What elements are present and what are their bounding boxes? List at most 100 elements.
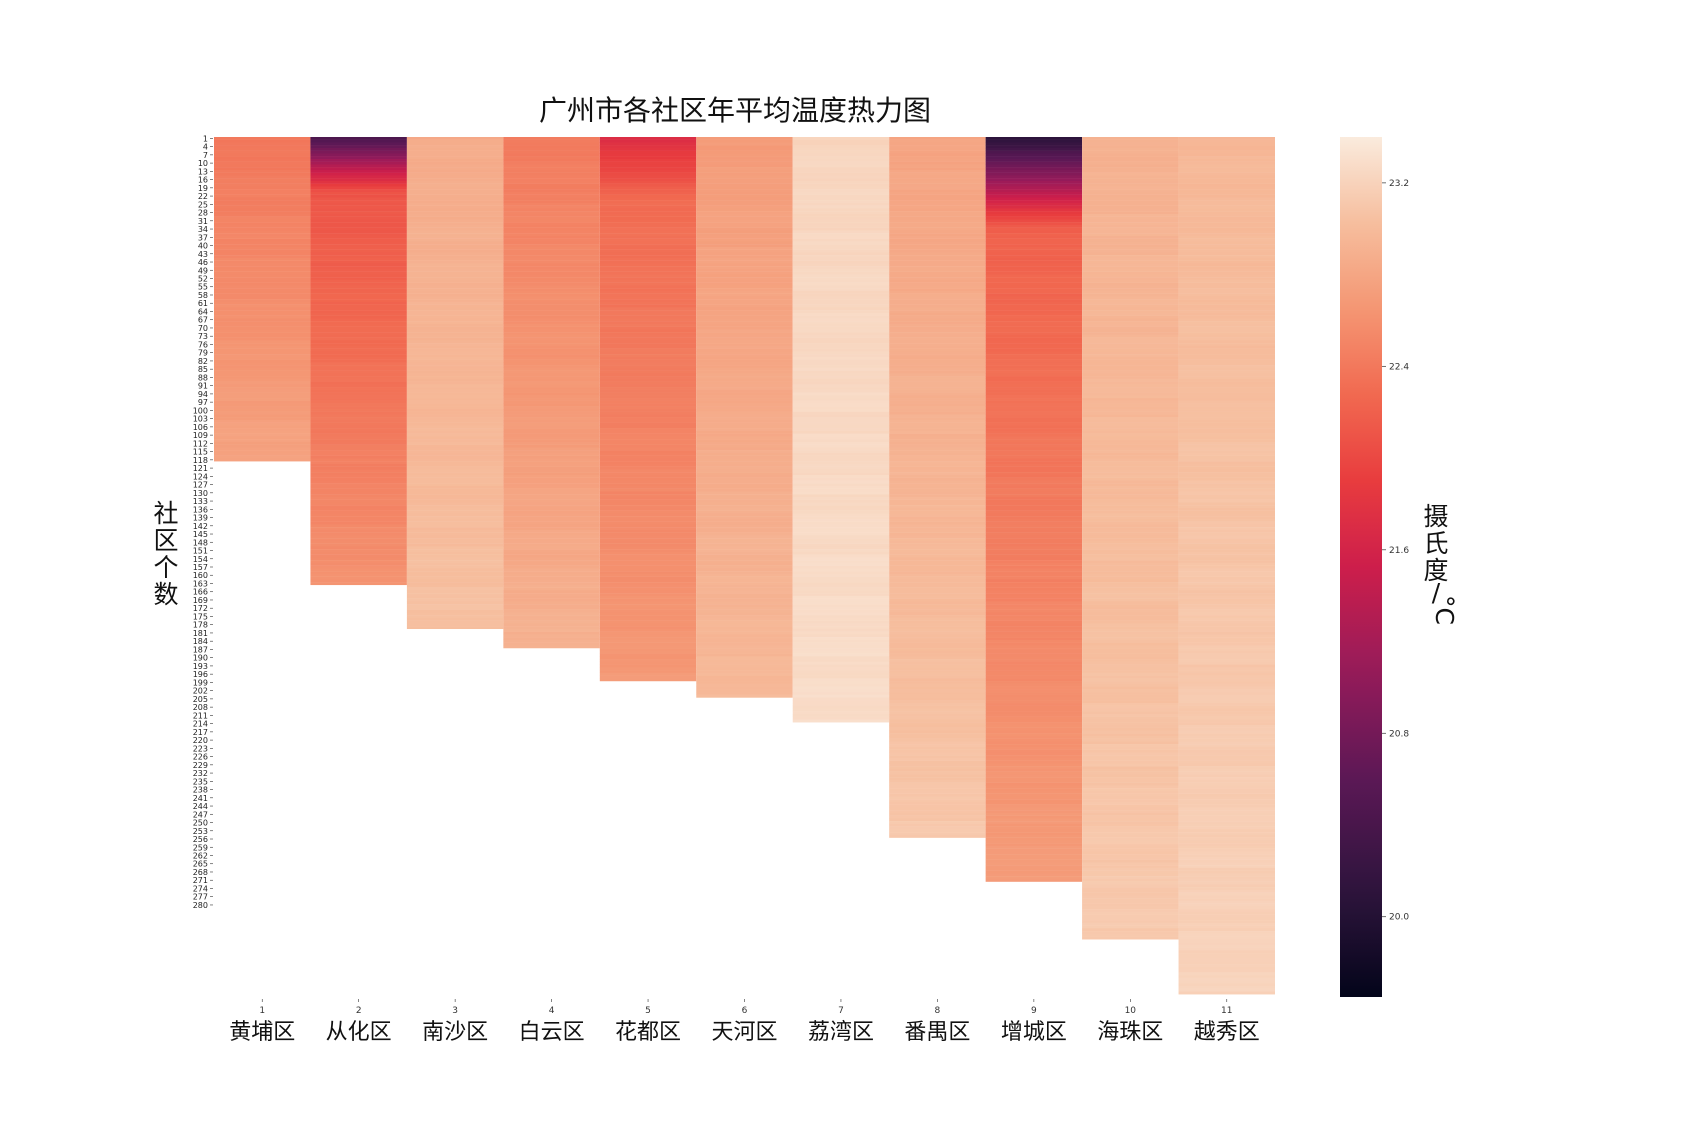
heatmap-cell bbox=[1082, 862, 1179, 866]
heatmap-cell bbox=[1082, 903, 1179, 907]
heatmap-cell bbox=[985, 645, 1083, 649]
x-tick-label: 11 bbox=[1221, 1006, 1232, 1016]
heatmap-cell bbox=[985, 513, 1083, 517]
heatmap-cell bbox=[1082, 672, 1179, 676]
heatmap-cell bbox=[792, 543, 890, 547]
heatmap-cell bbox=[985, 777, 1083, 781]
heatmap-cell bbox=[503, 398, 600, 401]
heatmap-cell bbox=[1178, 818, 1275, 822]
heatmap-cell bbox=[985, 856, 1083, 860]
heatmap-cell bbox=[406, 178, 504, 182]
heatmap-cell bbox=[406, 288, 504, 292]
heatmap-cell bbox=[599, 458, 697, 462]
heatmap-cell bbox=[1178, 988, 1275, 992]
heatmap-cell bbox=[503, 362, 600, 366]
heatmap-cell bbox=[599, 150, 697, 154]
heatmap-cell bbox=[985, 565, 1083, 569]
heatmap-cell bbox=[310, 172, 407, 176]
y-tick-label: 73 bbox=[198, 332, 208, 341]
heatmap-cell bbox=[1178, 763, 1275, 767]
heatmap-cell bbox=[1082, 505, 1179, 509]
heatmap-cell bbox=[985, 807, 1083, 811]
heatmap-cell bbox=[985, 376, 1083, 379]
heatmap-cell bbox=[889, 285, 986, 289]
heatmap-cell bbox=[792, 224, 890, 228]
heatmap-cell bbox=[792, 615, 890, 619]
heatmap-cell bbox=[310, 257, 407, 261]
heatmap-cell bbox=[599, 326, 697, 330]
heatmap-cell bbox=[696, 299, 793, 303]
heatmap-cell bbox=[1082, 282, 1179, 286]
heatmap-cell bbox=[310, 147, 407, 151]
heatmap-cell bbox=[1178, 931, 1275, 935]
heatmap-cell bbox=[1178, 755, 1275, 759]
heatmap-cell bbox=[503, 417, 600, 421]
heatmap-cell bbox=[599, 573, 697, 577]
heatmap-cell bbox=[214, 359, 311, 363]
y-tick-label: 169 bbox=[193, 596, 208, 605]
heatmap-cell bbox=[792, 301, 890, 305]
heatmap-cell bbox=[792, 648, 890, 651]
heatmap-cell bbox=[310, 296, 407, 300]
heatmap-cell bbox=[503, 301, 600, 305]
heatmap-cell bbox=[310, 455, 407, 459]
heatmap-cell bbox=[599, 219, 697, 223]
heatmap-cell bbox=[1178, 950, 1275, 954]
heatmap-cell bbox=[985, 672, 1083, 676]
heatmap-cell bbox=[1082, 790, 1179, 794]
heatmap-cell bbox=[1178, 650, 1275, 654]
heatmap-cell bbox=[792, 296, 890, 300]
heatmap-cell bbox=[503, 274, 600, 278]
district-label: 花都区 bbox=[615, 1020, 681, 1045]
heatmap-cell bbox=[1082, 469, 1179, 473]
heatmap-cell bbox=[599, 540, 697, 544]
heatmap-cell bbox=[406, 332, 504, 336]
heatmap-cell bbox=[1178, 845, 1275, 849]
colorbar-label-char-1: 摄 bbox=[1423, 502, 1448, 531]
heatmap-cell bbox=[503, 137, 600, 140]
heatmap-cell bbox=[310, 494, 407, 498]
heatmap-cell bbox=[985, 667, 1083, 671]
y-tick-label: 1 bbox=[203, 134, 208, 143]
heatmap-cell bbox=[214, 406, 311, 410]
heatmap-cell bbox=[310, 549, 407, 553]
heatmap-cell bbox=[503, 310, 600, 314]
heatmap-cell bbox=[1178, 183, 1275, 187]
heatmap-cell bbox=[599, 175, 697, 179]
heatmap-cell bbox=[696, 288, 793, 292]
heatmap-cell bbox=[889, 348, 986, 352]
y-tick-label: 196 bbox=[193, 670, 208, 679]
heatmap-cell bbox=[1178, 942, 1275, 945]
heatmap-cell bbox=[696, 216, 793, 220]
heatmap-cell bbox=[792, 716, 890, 720]
heatmap-cell bbox=[985, 384, 1083, 388]
heatmap-cell bbox=[889, 601, 986, 605]
heatmap-cell bbox=[406, 428, 504, 432]
heatmap-cell bbox=[310, 378, 407, 382]
heatmap-cell bbox=[1082, 587, 1179, 591]
heatmap-cell bbox=[1178, 782, 1275, 786]
heatmap-cell bbox=[214, 441, 311, 445]
heatmap-cell bbox=[406, 189, 504, 193]
heatmap-cell bbox=[792, 458, 890, 462]
heatmap-cell bbox=[1178, 878, 1275, 882]
heatmap-cell bbox=[889, 705, 986, 709]
heatmap-cell bbox=[696, 142, 793, 146]
heatmap-cell bbox=[985, 612, 1083, 616]
heatmap-cell bbox=[1082, 895, 1179, 899]
heatmap-cell bbox=[985, 458, 1083, 462]
heatmap-cell bbox=[599, 255, 697, 259]
heatmap-cell bbox=[1082, 832, 1179, 836]
heatmap-cell bbox=[406, 615, 504, 619]
heatmap-cell bbox=[406, 282, 504, 286]
heatmap-cell bbox=[1082, 483, 1179, 487]
heatmap-cell bbox=[1082, 354, 1179, 358]
heatmap-cell bbox=[792, 277, 890, 281]
heatmap-cell bbox=[1178, 447, 1275, 451]
heatmap-cell bbox=[792, 656, 890, 660]
heatmap-cell bbox=[1178, 870, 1275, 874]
heatmap-cell bbox=[310, 293, 407, 297]
heatmap-cell bbox=[310, 183, 407, 187]
heatmap-cell bbox=[1178, 991, 1275, 995]
heatmap-cell bbox=[214, 186, 311, 190]
